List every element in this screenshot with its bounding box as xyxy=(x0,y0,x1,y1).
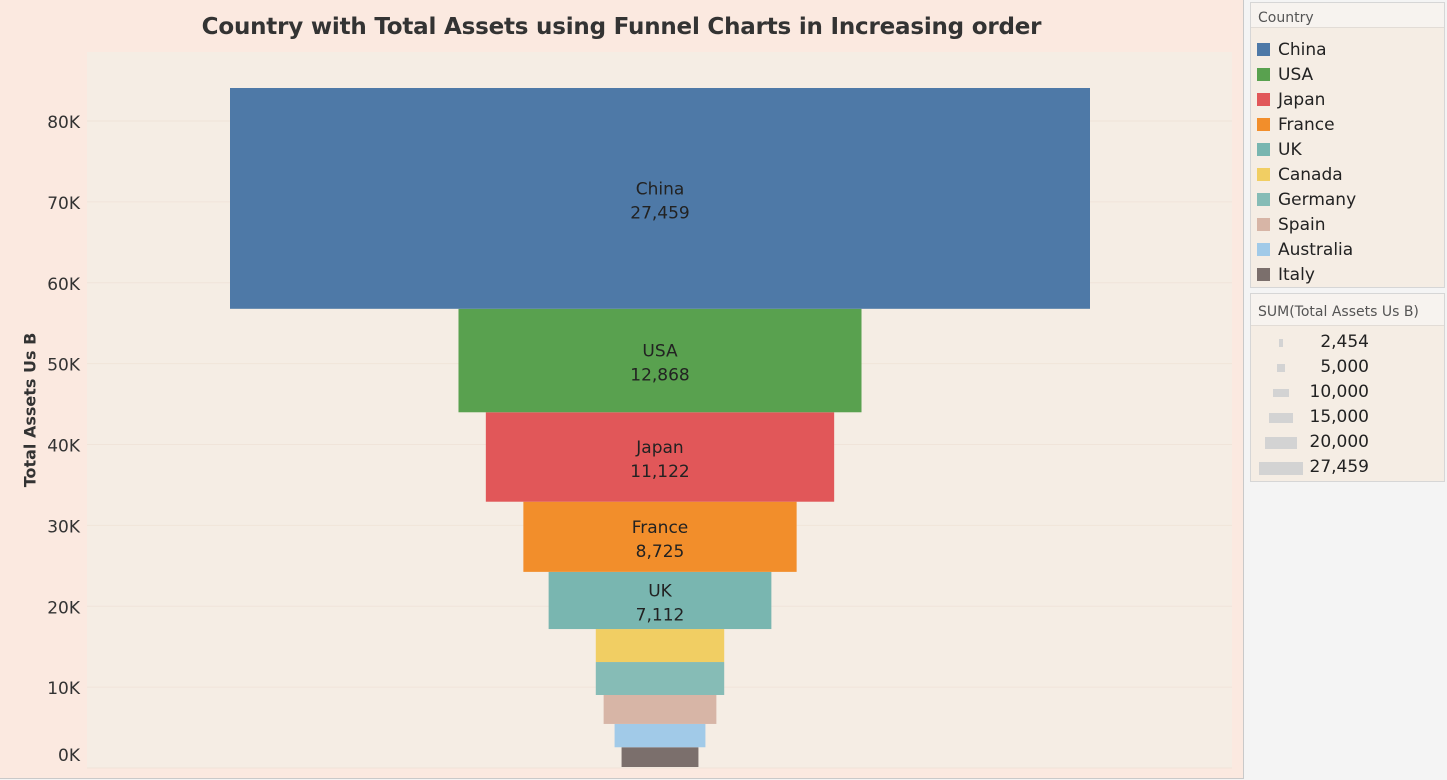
size-legend-item: 27,459 xyxy=(1251,455,1441,480)
funnel-bar-france xyxy=(523,501,797,572)
legend-item-germany[interactable]: Germany xyxy=(1257,187,1356,212)
legend-label: Canada xyxy=(1278,164,1343,185)
legend-label: China xyxy=(1278,39,1327,60)
y-tick-label: 80K xyxy=(47,113,81,133)
size-legend-mark xyxy=(1264,437,1298,449)
size-legend-label: 15,000 xyxy=(1309,407,1369,427)
chart-title: Country with Total Assets using Funnel C… xyxy=(201,14,1042,40)
funnel-bar-china xyxy=(230,88,1090,309)
legend-item-canada[interactable]: Canada xyxy=(1257,162,1343,187)
size-legend[interactable]: SUM(Total Assets Us B) 2,454 5,000 10,000 1… xyxy=(1250,293,1445,482)
funnel-bar-italy xyxy=(621,747,699,767)
bar-category-label: UK xyxy=(648,581,672,601)
legend-item-japan[interactable]: Japan xyxy=(1257,87,1325,112)
legend-swatch xyxy=(1257,268,1270,281)
legend-swatch xyxy=(1257,243,1270,256)
funnel-chart: 0K 10K 20K 30K 40K 50K 60K 70K 80K UK 7,112 France 8… xyxy=(47,88,1232,769)
color-legend-title: Country xyxy=(1251,3,1444,28)
size-legend-title: SUM(Total Assets Us B) xyxy=(1251,294,1444,326)
legend-item-uk[interactable]: UK xyxy=(1257,137,1302,162)
legend-swatch xyxy=(1257,93,1270,106)
y-tick-label: 20K xyxy=(47,598,81,618)
size-legend-mark xyxy=(1259,461,1303,475)
y-tick-label: 60K xyxy=(47,275,81,295)
legend-label: Germany xyxy=(1278,189,1357,210)
size-legend-item: 15,000 xyxy=(1251,405,1441,430)
legend-label: France xyxy=(1278,114,1335,135)
y-tick-label: 0K xyxy=(58,746,81,766)
legend-swatch xyxy=(1257,143,1270,156)
bar-value-label: 12,868 xyxy=(630,366,689,386)
legend-label: Japan xyxy=(1278,89,1326,110)
funnel-bar-spain xyxy=(603,694,717,724)
legend-label: USA xyxy=(1278,64,1314,85)
funnel-bar-canada xyxy=(595,629,725,663)
funnel-bar-australia xyxy=(614,723,706,748)
legend-label: Italy xyxy=(1278,264,1315,285)
size-legend-item: 10,000 xyxy=(1251,380,1441,405)
size-legend-mark xyxy=(1276,364,1285,372)
size-legend-label: 2,454 xyxy=(1320,332,1369,352)
chart-panel: Country with Total Assets using Funnel C… xyxy=(0,0,1244,779)
bar-category-label: USA xyxy=(642,342,678,362)
size-legend-mark xyxy=(1272,388,1289,398)
y-tick-label: 10K xyxy=(47,679,81,699)
bar-value-label: 11,122 xyxy=(630,462,689,482)
funnel-bar-japan xyxy=(485,412,835,502)
y-tick-label: 70K xyxy=(47,194,81,214)
legend-item-france[interactable]: France xyxy=(1257,112,1335,137)
color-legend[interactable]: Country China USA Japan France UK Canada Germa… xyxy=(1250,2,1445,288)
size-legend-label: 27,459 xyxy=(1309,457,1369,477)
legend-swatch xyxy=(1257,43,1270,56)
size-legend-item: 20,000 xyxy=(1251,430,1441,455)
legend-swatch xyxy=(1257,218,1270,231)
legend-label: UK xyxy=(1278,139,1302,160)
size-legend-item: 5,000 xyxy=(1251,355,1441,380)
legend-item-usa[interactable]: USA xyxy=(1257,62,1313,87)
size-legend-label: 5,000 xyxy=(1320,357,1369,377)
funnel-bar-usa xyxy=(458,308,862,413)
size-legend-mark xyxy=(1268,413,1293,423)
bar-category-label: France xyxy=(632,518,689,538)
y-tick-label: 50K xyxy=(47,356,81,376)
funnel-bar-germany xyxy=(595,662,725,695)
size-legend-mark xyxy=(1279,339,1283,347)
legend-swatch xyxy=(1257,168,1270,181)
legend-swatch xyxy=(1257,68,1270,81)
legend-label: Spain xyxy=(1278,214,1326,235)
size-legend-label: 20,000 xyxy=(1309,432,1369,452)
legend-swatch xyxy=(1257,193,1270,206)
y-tick-label: 30K xyxy=(47,517,81,537)
bar-value-label: 27,459 xyxy=(630,203,689,223)
bar-category-label: China xyxy=(636,179,685,199)
legend-item-australia[interactable]: Australia xyxy=(1257,237,1353,262)
legend-label: Australia xyxy=(1278,239,1354,260)
bar-category-label: Japan xyxy=(635,438,683,458)
legend-swatch xyxy=(1257,118,1270,131)
legend-item-spain[interactable]: Spain xyxy=(1257,212,1326,237)
legend-item-italy[interactable]: Italy xyxy=(1257,262,1315,287)
size-legend-label: 10,000 xyxy=(1309,382,1369,402)
funnel-bar-uk xyxy=(548,571,772,630)
legend-item-china[interactable]: China xyxy=(1257,37,1327,62)
size-legend-item: 2,454 xyxy=(1251,330,1441,355)
y-tick-label: 40K xyxy=(47,437,81,457)
bar-value-label: 7,112 xyxy=(636,605,685,625)
bar-value-label: 8,725 xyxy=(636,542,685,562)
